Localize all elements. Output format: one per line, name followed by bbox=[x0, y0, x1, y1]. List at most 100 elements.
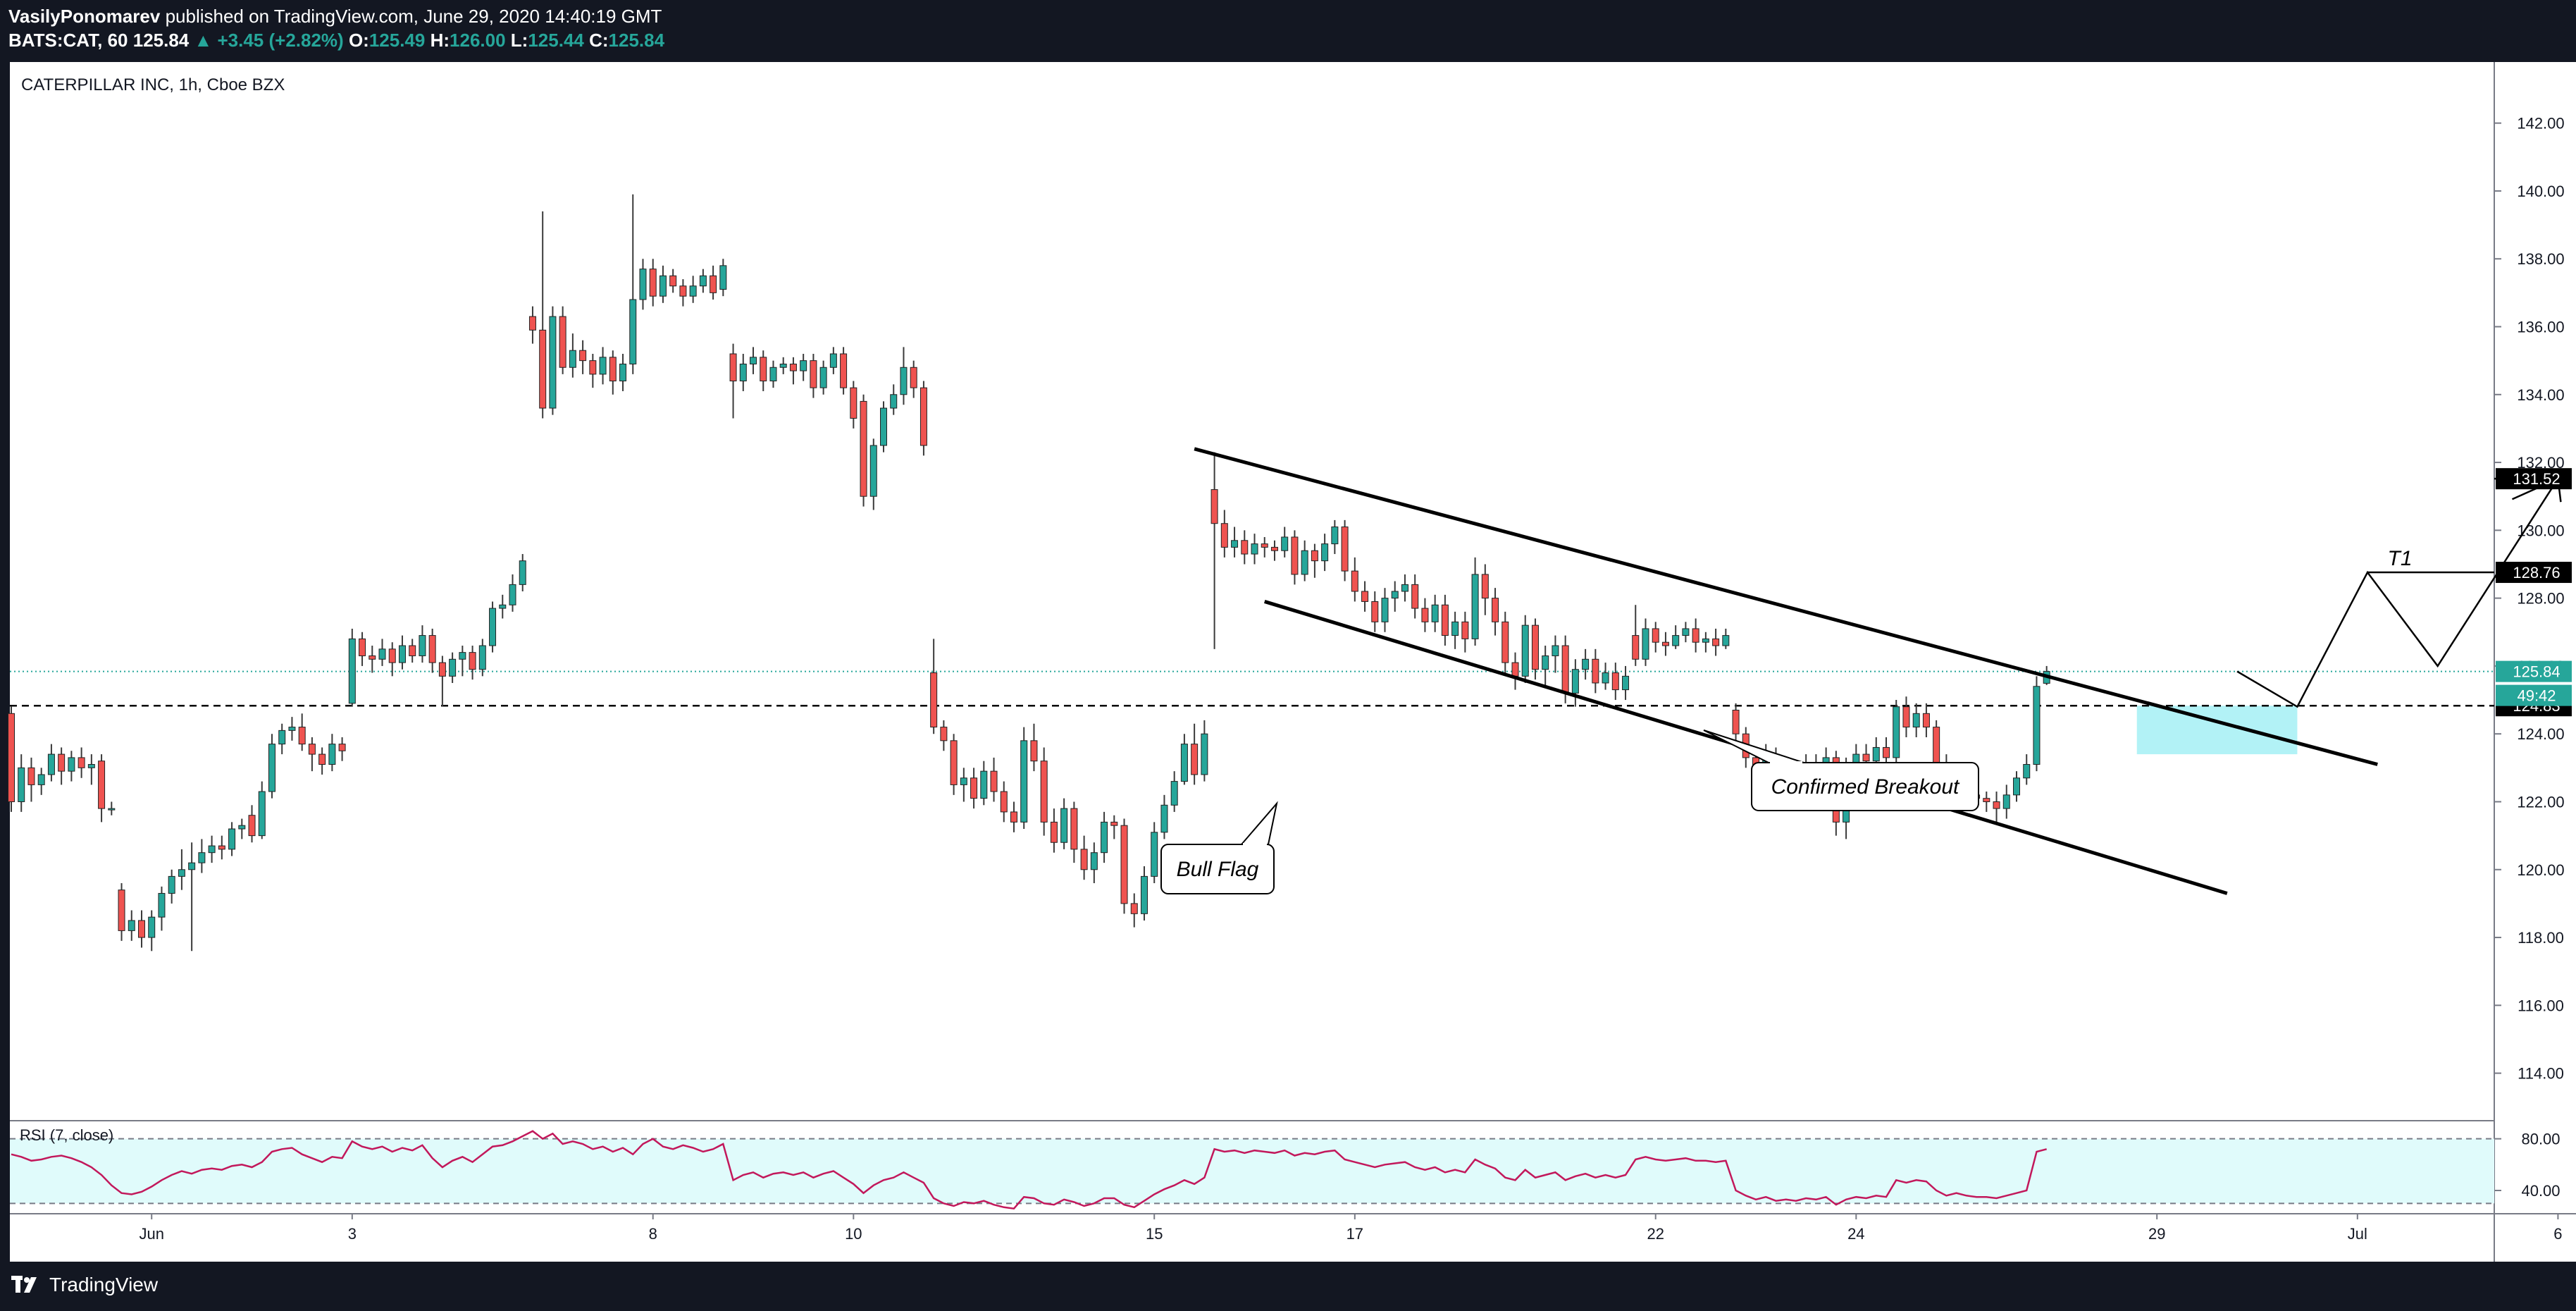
candle-body bbox=[489, 608, 497, 646]
candle-body bbox=[960, 777, 967, 785]
candle-body bbox=[1411, 584, 1419, 609]
candle bbox=[348, 628, 356, 707]
candle bbox=[8, 706, 15, 812]
bull-flag-callout-box bbox=[1160, 844, 1275, 894]
candle bbox=[1702, 632, 1709, 653]
candle bbox=[900, 347, 908, 405]
candle bbox=[679, 279, 687, 307]
candle-body bbox=[970, 777, 978, 799]
candle bbox=[178, 849, 185, 890]
candle bbox=[1281, 527, 1289, 558]
candle bbox=[1151, 822, 1158, 884]
author-name[interactable]: VasilyPonomarev bbox=[8, 6, 161, 27]
candle-body bbox=[980, 770, 988, 799]
candle bbox=[579, 340, 587, 374]
time-tick-label: 6 bbox=[2553, 1225, 2562, 1243]
countdown-label: 49:42 bbox=[2517, 687, 2556, 705]
candle-body bbox=[18, 767, 25, 802]
candle-body bbox=[689, 285, 697, 297]
candle bbox=[1471, 557, 1479, 646]
candle bbox=[1682, 622, 1690, 643]
tradingview-logo-icon bbox=[11, 1276, 37, 1293]
candle bbox=[649, 259, 657, 307]
candle-body bbox=[1902, 706, 1910, 728]
candle bbox=[108, 801, 116, 815]
candle-body bbox=[1481, 574, 1489, 599]
candle bbox=[1080, 835, 1088, 880]
candle-body bbox=[1682, 628, 1690, 636]
confirmed-breakout-callout: Confirmed Breakout bbox=[1703, 730, 1979, 811]
candle bbox=[248, 805, 256, 843]
candle bbox=[769, 360, 777, 388]
tradingview-brand[interactable]: TradingView bbox=[10, 1273, 158, 1297]
candle bbox=[1692, 618, 1699, 653]
candle bbox=[359, 632, 366, 666]
candle bbox=[87, 754, 95, 785]
candle-body bbox=[1431, 604, 1439, 622]
candle-body bbox=[1492, 598, 1499, 622]
candle bbox=[669, 269, 677, 293]
candle bbox=[1501, 611, 1509, 673]
candle-body bbox=[1140, 875, 1148, 914]
candle-body bbox=[318, 753, 326, 765]
candle bbox=[137, 910, 145, 948]
candle-body bbox=[528, 316, 536, 331]
candle-body bbox=[1341, 527, 1349, 572]
candle-body bbox=[1702, 638, 1709, 643]
candle-body bbox=[1571, 669, 1579, 694]
candle bbox=[1642, 618, 1649, 666]
candle-body bbox=[1231, 540, 1239, 548]
candle-body bbox=[388, 648, 396, 663]
candle bbox=[449, 652, 457, 683]
candle-body bbox=[919, 387, 927, 446]
candle-body bbox=[1872, 746, 1880, 762]
last-price: 125.84 bbox=[132, 30, 190, 51]
candle bbox=[1632, 605, 1640, 666]
candle-body bbox=[1210, 489, 1218, 524]
candle bbox=[1461, 611, 1469, 653]
candle-body bbox=[649, 269, 657, 297]
candle bbox=[810, 354, 817, 398]
candle-body bbox=[539, 329, 547, 409]
candle bbox=[789, 357, 797, 385]
candle-body bbox=[599, 357, 607, 375]
candle bbox=[880, 401, 888, 453]
price-tag-label: 128.76 bbox=[2513, 564, 2560, 581]
candle bbox=[388, 642, 396, 677]
candle bbox=[1592, 648, 1599, 694]
candle-body bbox=[1582, 658, 1590, 670]
candle-body bbox=[1922, 713, 1930, 728]
price-tick-label: 138.00 bbox=[2517, 250, 2564, 268]
candle-body bbox=[1421, 608, 1429, 622]
candle-body bbox=[148, 916, 156, 938]
candle bbox=[1180, 734, 1188, 785]
candle-body bbox=[118, 890, 125, 931]
candle-body bbox=[860, 400, 867, 497]
candle-body bbox=[499, 604, 507, 609]
candle bbox=[760, 350, 767, 391]
price-change: +3.45 (+2.82%) bbox=[217, 30, 344, 51]
candle bbox=[528, 306, 536, 344]
candle-body bbox=[760, 357, 767, 382]
candle-body bbox=[1291, 536, 1299, 575]
symbol-label: BATS:CAT, 60 bbox=[8, 30, 128, 51]
candle bbox=[980, 761, 988, 806]
t1-label: T1 bbox=[2388, 547, 2413, 570]
rsi-line bbox=[11, 1130, 2048, 1210]
candle-body bbox=[1933, 727, 1940, 765]
candle-body bbox=[1110, 821, 1118, 826]
time-tick-label: 8 bbox=[649, 1225, 657, 1243]
candle bbox=[228, 822, 236, 856]
candle bbox=[1040, 747, 1048, 836]
publish-info: VasilyPonomarev published on TradingView… bbox=[8, 6, 662, 27]
candle bbox=[990, 757, 998, 802]
candle bbox=[629, 194, 637, 374]
candle bbox=[489, 601, 497, 653]
candle bbox=[800, 354, 807, 381]
candle bbox=[2002, 784, 2010, 819]
time-tick-label: 3 bbox=[348, 1225, 357, 1243]
candle bbox=[1983, 792, 1990, 812]
candle bbox=[438, 656, 446, 707]
candle-body bbox=[478, 645, 486, 670]
